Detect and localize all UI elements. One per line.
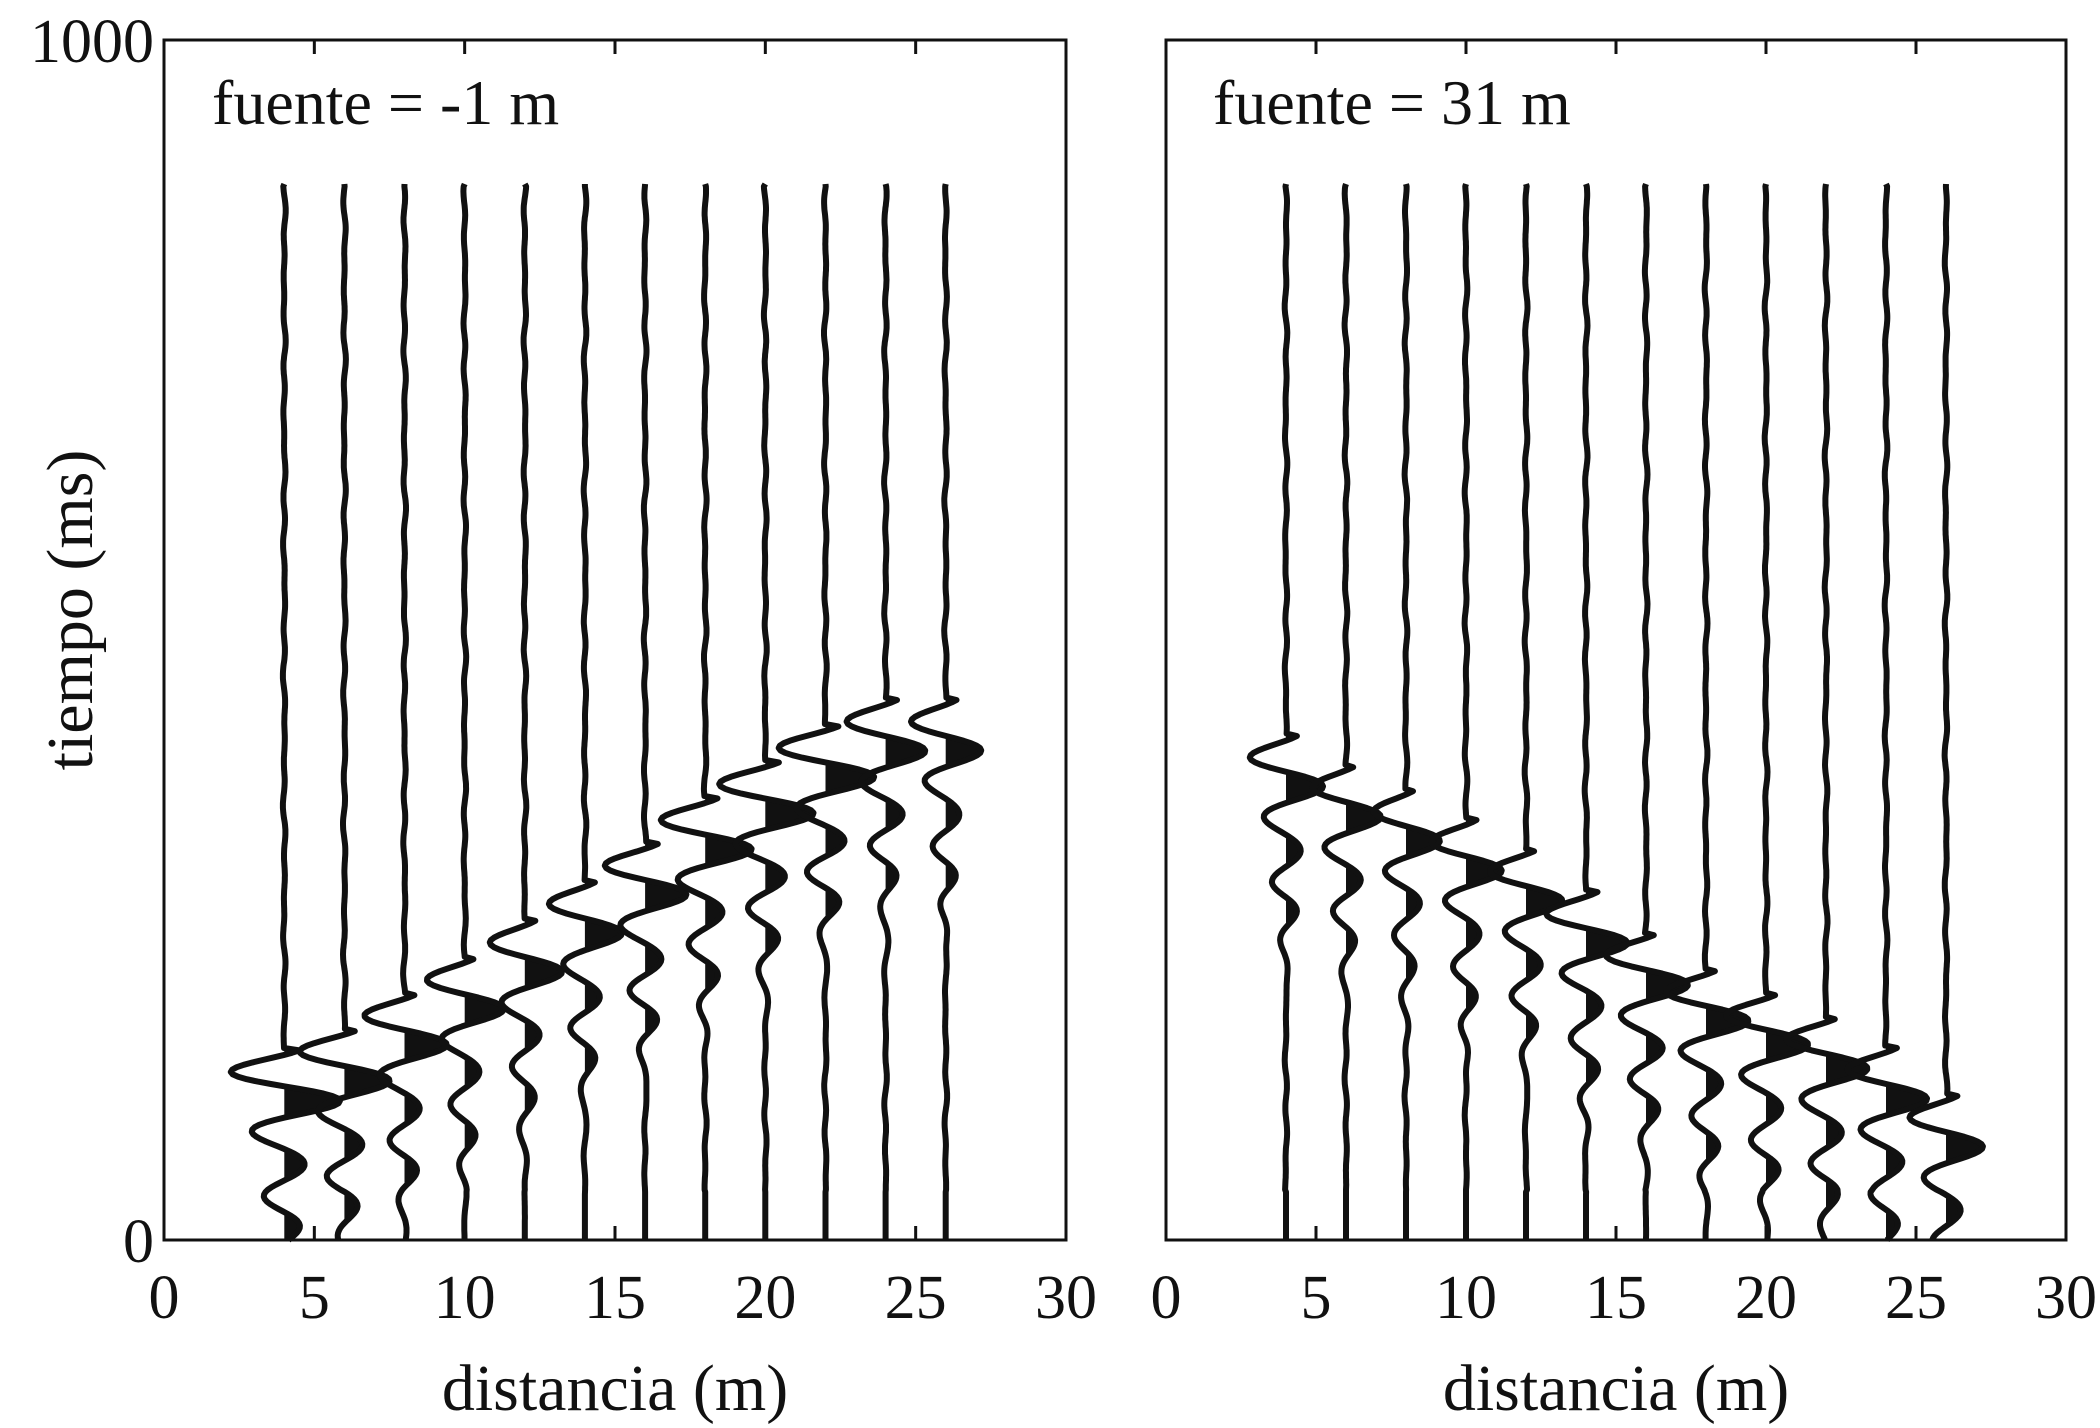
trace-fill-24m [1886,186,1927,1240]
trace-16m [601,183,690,1241]
trace-fill-8m [1406,186,1440,1166]
x-tick-label: 5 [1301,1264,1332,1332]
trace-18m [1663,183,1752,1241]
trace-fill-26m [1946,196,1983,1226]
trace-26m [1906,183,1986,1242]
panel-1: 0 5 10 15 20 25 30 0 1000 fuente = -1 m distancia … [30,8,1097,1425]
trace-fill-4m [284,200,340,1240]
trace-fill-18m [705,186,752,1135]
trace-fill-20m [765,205,814,1152]
x-tick-label: 25 [885,1264,947,1332]
trace-fill-16m [645,210,687,1111]
trace-fill-10m [464,260,504,1209]
trace-fill-14m [1586,186,1628,1140]
trace-22m [775,183,878,1241]
trace-4m [1246,183,1326,1241]
trace-26m [908,183,985,1241]
trace-fill-20m [1766,270,1808,1240]
plot-frame [162,38,1068,1242]
x-tick-label: 10 [1435,1264,1497,1332]
trace-fill-18m [1706,253,1749,1221]
trace-18m [657,183,755,1241]
trace-8m [361,183,450,1241]
x-tick-label: 30 [1035,1264,1097,1332]
x-tick-label: 20 [1735,1264,1797,1332]
y-tick-label: 1000 [30,8,154,76]
x-tick-label: 15 [1585,1264,1647,1332]
trace-12m [1487,183,1566,1241]
plot-frame [1164,38,2068,1242]
trace-14m [1543,183,1631,1241]
trace-10m [424,182,507,1241]
trace-22m [1783,183,1871,1242]
trace-20m [716,182,817,1241]
trace-12m [486,182,565,1241]
trace-14m [545,183,625,1241]
trace-fill-14m [584,191,622,1137]
source-annotation: fuente = -1 m [212,67,559,138]
trace-4m [227,182,343,1243]
trace-6m [1309,183,1384,1241]
panel-2: 0 5 10 15 20 25 30 fuente = 31 m distancia (m) [1151,38,2097,1425]
trace-24m [843,183,929,1241]
trace-fill-12m [1526,296,1563,1190]
trace-20m [1723,183,1811,1241]
trace-6m [296,183,393,1241]
y-axis-label: tiempo (ms) [34,450,107,771]
trace-10m [1428,183,1505,1241]
x-axis-label: distancia (m) [442,1352,788,1425]
trace-fill-26m [945,205,982,1106]
x-tick-label: 10 [434,1264,496,1332]
x-tick-label: 20 [734,1264,796,1332]
trace-fill-8m [404,193,447,1241]
trace-fill-6m [1346,217,1381,1157]
x-tick-label: 0 [149,1264,180,1332]
source-annotation: fuente = 31 m [1213,67,1571,138]
trace-fill-12m [524,186,562,1176]
trace-16m [1603,182,1691,1241]
x-axis-label: distancia (m) [1443,1352,1789,1425]
y-tick-label: 0 [123,1208,154,1276]
trace-24m [1844,182,1930,1243]
trace-fill-4m [1286,196,1323,1142]
trace-fill-10m [1466,277,1502,1183]
x-tick-label: 25 [1885,1264,1947,1332]
x-tick-label: 15 [584,1264,646,1332]
x-tick-label: 30 [2035,1264,2097,1332]
x-tick-label: 5 [299,1264,330,1332]
trace-8m [1370,183,1443,1241]
trace-fill-24m [885,186,926,1087]
x-tick-label: 0 [1151,1264,1182,1332]
